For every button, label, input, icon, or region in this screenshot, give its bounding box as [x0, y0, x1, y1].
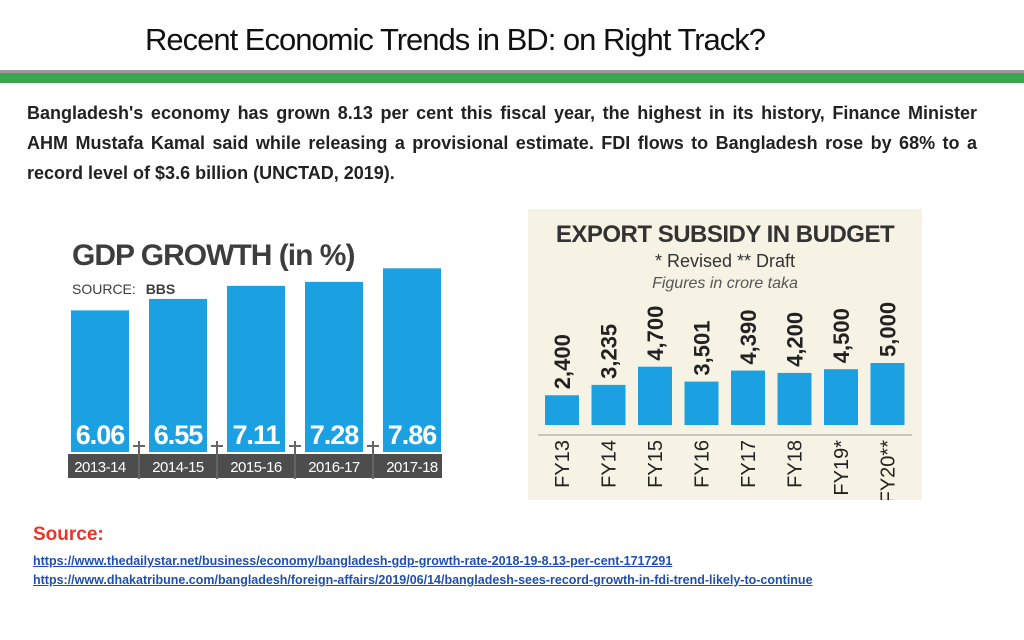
export-bar [731, 370, 765, 425]
gdp-value-label: 6.55 [154, 420, 204, 450]
gdp-bar [71, 310, 129, 452]
gdp-category-label: 2013-14 [74, 459, 126, 476]
export-bar [777, 372, 812, 425]
gdp-source-line: SOURCE: BBS [72, 281, 175, 297]
gdp-source-value: BBS [146, 281, 176, 297]
gdp-growth-svg: GDP GROWTH (in %) SOURCE: BBS 6.06 2013-1… [68, 239, 442, 479]
gdp-category-label: 2017-18 [386, 459, 438, 476]
gdp-bar [383, 268, 441, 452]
export-bar [638, 366, 672, 425]
export-category-label: FY13 [552, 440, 574, 488]
export-value-label: 2,400 [550, 334, 575, 389]
gdp-source-label: SOURCE: [72, 281, 136, 297]
gdp-category-label: 2016-17 [308, 459, 360, 476]
gdp-value-label: 7.86 [388, 420, 438, 450]
export-chart-note: Figures in crore taka [652, 275, 798, 292]
export-category-label: FY16 [692, 440, 714, 488]
source-link-dhakatribune[interactable]: https://www.dhakatribune.com/bangladesh/… [33, 573, 813, 587]
export-category-label: FY20** [878, 440, 900, 500]
gdp-bars: 6.06 2013-14 6.55 2014-15 7.11 2015-16 7.28 201… [68, 268, 442, 479]
export-category-label: FY15 [645, 440, 667, 488]
export-category-label: FY18 [785, 440, 807, 488]
gdp-bar [149, 298, 207, 452]
gdp-category-label: 2015-16 [230, 459, 282, 476]
export-value-label: 3,501 [690, 321, 715, 376]
page-title: Recent Economic Trends in BD: on Right T… [144, 22, 766, 57]
export-bars: 2,400 FY13 3,235 FY14 4,700 FY15 3,501 FY16 4,39… [545, 302, 905, 503]
title-divider [0, 70, 1024, 73]
export-value-label: 4,200 [783, 312, 808, 367]
intro-paragraph: Bangladesh's economy has grown 8.13 per … [27, 103, 977, 183]
export-bar [824, 369, 858, 425]
export-subsidy-svg: EXPORT SUBSIDY IN BUDGET * Revised ** Dr… [538, 221, 912, 503]
export-category-label: FY17 [738, 440, 760, 488]
export-value-label: 4,700 [643, 306, 668, 361]
export-value-label: 4,500 [829, 308, 854, 363]
export-bar [684, 381, 719, 425]
export-value-label: 3,235 [597, 324, 622, 379]
export-value-label: 5,000 [876, 302, 901, 357]
export-category-label: FY14 [599, 440, 621, 488]
title-accent-bar [0, 73, 1024, 83]
export-chart-subtitle: * Revised ** Draft [655, 251, 795, 271]
gdp-growth-chart: GDP GROWTH (in %) SOURCE: BBS 6.06 2013-1… [28, 213, 473, 496]
source-heading: Source: [33, 524, 104, 545]
gdp-category-band [68, 454, 442, 478]
gdp-value-label: 7.28 [310, 420, 360, 450]
gdp-bar [305, 281, 363, 452]
export-category-label: FY19* [831, 440, 853, 496]
gdp-category-label: 2014-15 [152, 459, 204, 476]
gdp-value-label: 6.06 [76, 420, 126, 450]
export-bar [591, 384, 626, 425]
source-link-dailystar[interactable]: https://www.thedailystar.net/business/ec… [33, 554, 673, 568]
gdp-chart-title: GDP GROWTH (in %) [72, 239, 354, 272]
export-value-label: 4,390 [736, 310, 761, 365]
gdp-bar [227, 285, 285, 452]
export-bar [870, 363, 905, 425]
export-bar [545, 395, 579, 425]
gdp-value-label: 7.11 [232, 420, 280, 450]
export-chart-title: EXPORT SUBSIDY IN BUDGET [556, 221, 895, 248]
export-subsidy-chart: EXPORT SUBSIDY IN BUDGET * Revised ** Dr… [528, 209, 922, 503]
